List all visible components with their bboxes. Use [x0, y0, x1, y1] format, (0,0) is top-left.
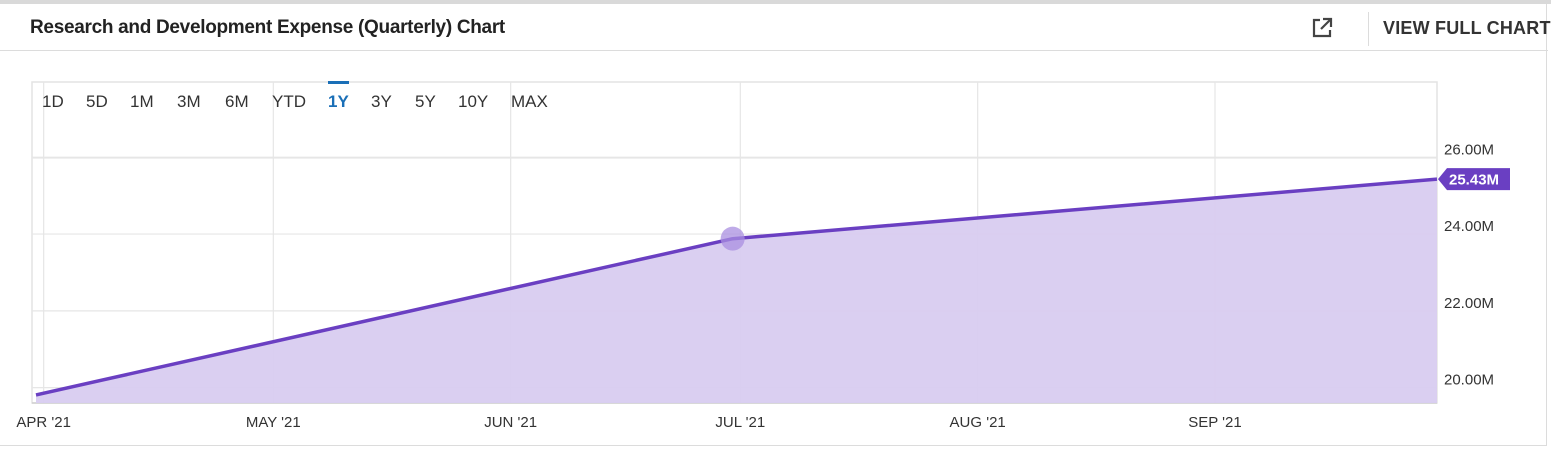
y-tick-label: 20.00M — [1444, 372, 1494, 389]
y-tick-label: 26.00M — [1444, 141, 1494, 158]
y-tick-label: 24.00M — [1444, 218, 1494, 235]
y-axis: 20.00M 22.00M 24.00M 26.00M — [1444, 141, 1494, 388]
range-1y[interactable]: 1Y — [328, 81, 349, 112]
last-value-badge-shape — [1438, 168, 1510, 191]
x-axis: APR '21 MAY '21 JUN '21 JUL '21 AUG '21 SEP '… — [16, 414, 1241, 431]
x-tick-label: MAY '21 — [246, 414, 301, 431]
range-10y[interactable]: 10Y — [458, 92, 489, 111]
chart-header: Research and Development Expense (Quarte… — [0, 4, 1551, 51]
header-divider — [1368, 12, 1369, 46]
last-value-label: 25.43M — [1449, 172, 1499, 189]
range-ytd[interactable]: YTD — [272, 92, 306, 111]
range-5y[interactable]: 5Y — [415, 92, 436, 111]
y-tick-label: 22.00M — [1444, 295, 1494, 312]
highlighted-point — [720, 226, 745, 251]
chart-card — [0, 4, 1547, 446]
x-tick-label: SEP '21 — [1188, 414, 1241, 431]
page-title: Research and Development Expense (Quarte… — [30, 17, 505, 38]
series-area — [36, 179, 1437, 403]
active-range-indicator — [328, 81, 349, 84]
range-1m[interactable]: 1M — [130, 92, 154, 111]
top-border — [0, 0, 1551, 4]
open-external-button[interactable] — [1309, 15, 1335, 41]
last-value-badge: 25.43M — [1438, 168, 1510, 191]
x-tick-label: JUN '21 — [484, 414, 537, 431]
view-full-chart-button[interactable]: VIEW FULL CHART — [1383, 18, 1551, 38]
range-5d[interactable]: 5D — [86, 92, 108, 111]
external-link-icon — [1312, 17, 1333, 38]
range-max[interactable]: MAX — [511, 92, 548, 111]
range-3m[interactable]: 3M — [177, 92, 201, 111]
x-tick-label: APR '21 — [16, 414, 71, 431]
range-6m[interactable]: 6M — [225, 92, 249, 111]
range-1d[interactable]: 1D — [42, 92, 64, 111]
range-3y[interactable]: 3Y — [371, 92, 392, 111]
x-tick-label: JUL '21 — [715, 414, 765, 431]
x-tick-label: AUG '21 — [950, 414, 1006, 431]
